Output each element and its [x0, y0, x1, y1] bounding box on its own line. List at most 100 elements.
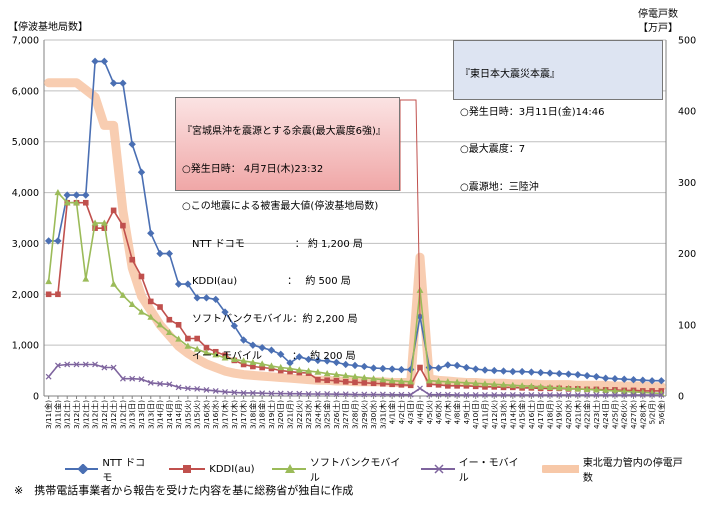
- data-point: [287, 368, 293, 375]
- x-tick-label: 4/24(日): [601, 400, 610, 429]
- legend-label: 東北電力管内の停電戸数: [582, 458, 683, 484]
- data-point: [119, 375, 126, 382]
- x-tick-label: 3/28(月): [351, 400, 360, 429]
- legend-swatch: [421, 464, 455, 474]
- legend-label: KDDI(au): [209, 463, 255, 475]
- data-point: [129, 256, 135, 263]
- data-point: [500, 381, 507, 388]
- data-point: [657, 377, 666, 385]
- data-point: [426, 381, 433, 388]
- y-tick-label-left: 2,000: [12, 290, 39, 301]
- data-point: [352, 391, 358, 398]
- y-tick-label-left: 0: [33, 392, 39, 403]
- data-point: [267, 346, 276, 354]
- aftershock-info-box: 『宮城県沖を震源とする余震(最大震度6強)』 ○発生日時： 4月7日(木)23:…: [175, 97, 400, 362]
- data-point: [221, 354, 229, 361]
- data-point: [454, 392, 461, 398]
- aftershock-title: 『宮城県沖を震源とする余震(最大震度6強)』: [182, 126, 386, 137]
- data-point: [286, 359, 294, 367]
- data-point: [324, 391, 331, 397]
- data-point: [333, 377, 340, 384]
- data-point: [434, 364, 443, 372]
- data-point: [361, 379, 368, 386]
- x-tick-label: 3/18(金): [258, 400, 267, 429]
- data-point: [435, 382, 442, 388]
- data-point: [360, 362, 368, 371]
- data-point: [407, 378, 415, 385]
- x-tick-label: 3/12(土): [81, 400, 90, 429]
- data-point: [491, 392, 498, 398]
- x-tick-label: 4/27(水): [629, 400, 638, 429]
- y-tick-label-left: 6,000: [12, 86, 39, 97]
- data-point: [482, 384, 488, 390]
- data-point: [537, 392, 544, 398]
- data-point: [629, 376, 638, 384]
- data-point: [119, 291, 127, 298]
- data-point: [63, 191, 71, 199]
- data-point: [100, 219, 108, 226]
- data-point: [463, 392, 470, 398]
- x-tick-label: 4/23(土): [592, 400, 601, 429]
- data-point: [231, 389, 238, 396]
- x-tick-label: 5/2(月): [648, 400, 657, 425]
- data-point: [555, 384, 563, 391]
- x-tick-label: 3/23(水): [304, 400, 313, 429]
- data-point: [174, 280, 183, 288]
- data-point: [370, 380, 377, 387]
- x-tick-label: 4/3(日): [406, 400, 415, 425]
- axes: 0 1,000 2,000 3,000 4,000 5,000 6,000 7,000 0 100…: [12, 36, 696, 403]
- aftershock-line: ○発生日時： 4月7日(木)23:32: [182, 163, 324, 175]
- x-tick-label: 3/12(土): [100, 400, 109, 429]
- data-point: [370, 375, 377, 382]
- data-point: [444, 361, 452, 369]
- data-point: [351, 373, 359, 380]
- data-point: [602, 386, 610, 394]
- data-point: [64, 361, 71, 368]
- data-point: [287, 390, 293, 397]
- main-earthquake-line: ○最大震度：7: [460, 144, 526, 155]
- data-point: [490, 366, 498, 375]
- data-point: [481, 380, 489, 387]
- data-point: [73, 361, 80, 368]
- data-point: [147, 313, 155, 320]
- data-point: [240, 357, 247, 364]
- data-point: [547, 392, 553, 398]
- aftershock-connector: [400, 99, 421, 317]
- data-point: [203, 344, 210, 351]
- data-point: [574, 392, 581, 398]
- data-point: [620, 375, 628, 383]
- data-point: [630, 392, 637, 398]
- x-tick-label: 4/18(月): [545, 400, 554, 429]
- data-point: [454, 383, 460, 389]
- data-point: [462, 363, 471, 372]
- x-tick-labels: 3/11(金) 3/11(金) 3/12(土) 3/12(土) 3/12(土) 3/12(…: [44, 400, 666, 429]
- y-axis-right-title: 停電戸数 【万戸】: [638, 9, 678, 34]
- data-point: [120, 222, 126, 229]
- data-point: [128, 300, 136, 308]
- data-point: [380, 380, 386, 387]
- x-tick-label: 3/11(金): [44, 400, 53, 429]
- x-tick-label: 4/6(水): [434, 400, 443, 425]
- data-point: [259, 364, 265, 371]
- data-point: [184, 280, 192, 288]
- data-point: [333, 391, 340, 398]
- data-point: [509, 367, 517, 376]
- data-point: [82, 361, 89, 368]
- data-point: [407, 382, 414, 389]
- data-point: [417, 385, 423, 392]
- x-tick-label: 4/15(金): [518, 400, 527, 429]
- data-point: [621, 392, 628, 398]
- data-point: [314, 368, 322, 375]
- data-point: [73, 199, 80, 206]
- x-tick-label: 3/17(木): [221, 400, 230, 429]
- data-point: [45, 277, 53, 285]
- data-point: [379, 364, 387, 373]
- aftershock-line: NTT ドコモ ： 約 1,200 局: [182, 238, 363, 250]
- x-tick-label: 4/14(木): [508, 400, 517, 429]
- data-point: [277, 390, 284, 397]
- data-point: [92, 361, 98, 368]
- x-tick-label: 3/30(水): [369, 400, 378, 429]
- data-point: [268, 390, 275, 397]
- data-point: [175, 322, 182, 328]
- x-tick-label: 4/1(金): [388, 400, 397, 425]
